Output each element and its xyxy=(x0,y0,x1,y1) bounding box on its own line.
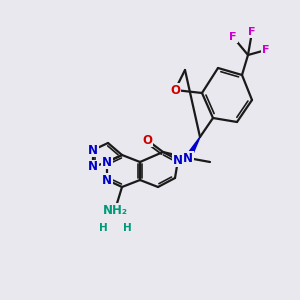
Text: N: N xyxy=(183,152,193,164)
Text: N: N xyxy=(102,155,112,169)
Text: O: O xyxy=(170,83,180,97)
Text: NH₂: NH₂ xyxy=(103,203,128,217)
Text: N: N xyxy=(88,143,98,157)
Text: H: H xyxy=(123,223,131,233)
Text: H: H xyxy=(99,223,107,233)
Text: N: N xyxy=(173,154,183,166)
Text: F: F xyxy=(229,32,237,42)
Text: O: O xyxy=(142,134,152,146)
Polygon shape xyxy=(185,137,200,160)
Text: N: N xyxy=(88,160,98,173)
Text: F: F xyxy=(262,45,270,55)
Text: N: N xyxy=(102,173,112,187)
Text: F: F xyxy=(248,27,256,37)
